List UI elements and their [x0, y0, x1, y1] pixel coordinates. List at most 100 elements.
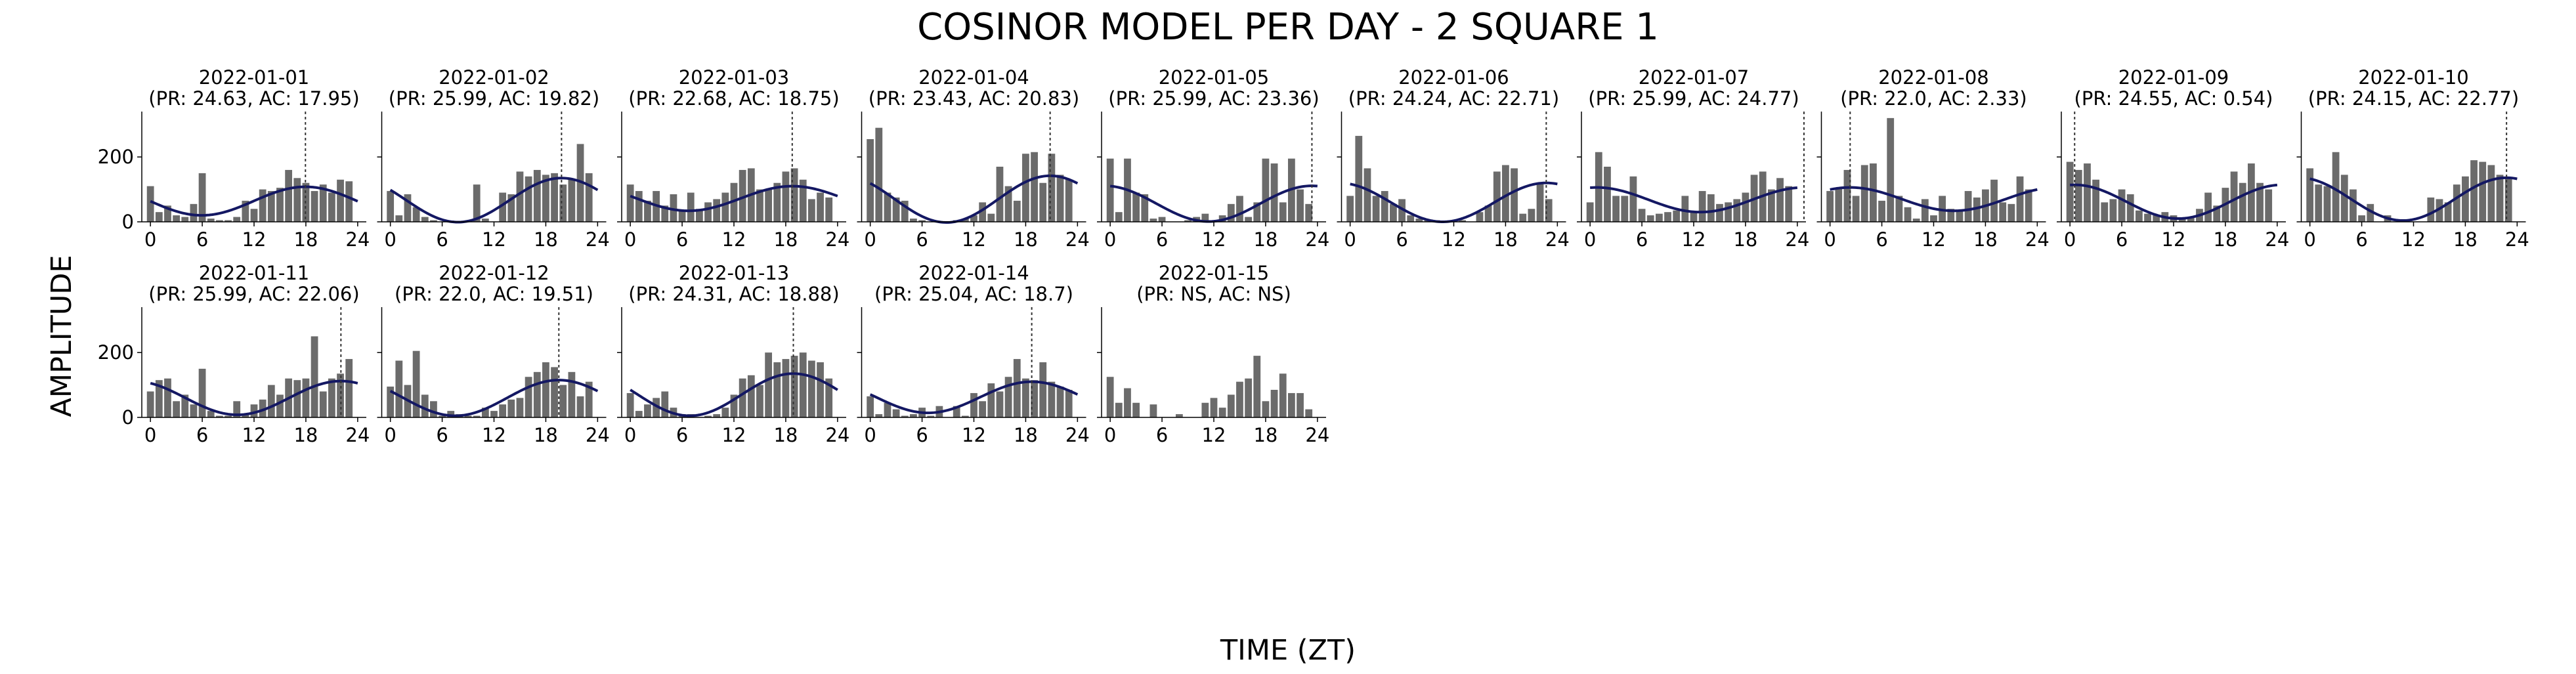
bar	[311, 336, 318, 417]
x-tick-label: 0	[624, 228, 636, 251]
bar	[1904, 207, 1912, 222]
bar	[173, 215, 181, 222]
x-tick-label: 0	[144, 424, 156, 446]
bar	[146, 186, 154, 222]
bar	[704, 202, 712, 222]
bar	[1493, 171, 1501, 222]
bar	[739, 378, 746, 417]
bar	[1878, 200, 1885, 222]
bar	[345, 181, 353, 222]
subplot-title: 2022-01-11	[199, 262, 310, 284]
bar	[242, 200, 249, 222]
subplot-grid: 2022-01-01(PR: 24.63, AC: 17.95) 0 6 12 18 24…	[98, 66, 2529, 446]
bar	[2025, 189, 2032, 222]
x-tick-label: 24	[2265, 228, 2289, 251]
x-tick-label: 18	[534, 424, 558, 446]
bar	[1681, 196, 1689, 222]
bar	[1407, 215, 1415, 222]
bar	[2135, 210, 2143, 222]
bar	[918, 220, 926, 222]
bar	[790, 168, 798, 222]
subplot-stats: (PR: 24.24, AC: 22.71)	[1348, 87, 1559, 110]
bar	[1511, 168, 1518, 222]
bar	[499, 192, 507, 222]
bar	[1031, 152, 1038, 222]
bar	[1184, 220, 1191, 222]
bar	[979, 202, 987, 222]
subplot-2022-01-02: 2022-01-02(PR: 25.99, AC: 19.82) 0 6 12 18 24	[377, 66, 610, 251]
subplot-stats: (PR: 23.43, AC: 20.83)	[869, 87, 1079, 110]
cosinor-fit-line	[389, 379, 599, 417]
bar	[533, 169, 541, 222]
subplot-2022-01-01: 2022-01-01(PR: 24.63, AC: 17.95) 0 6 12 18 24…	[98, 66, 370, 251]
x-tick-label: 12	[482, 424, 506, 446]
bar	[901, 415, 909, 417]
bar	[1297, 189, 1304, 222]
bar	[1262, 401, 1270, 417]
bar	[473, 184, 481, 222]
bar	[173, 401, 181, 417]
bar	[1956, 210, 1964, 222]
bar	[1646, 215, 1654, 222]
bar	[395, 215, 403, 222]
bar	[996, 167, 1004, 222]
bar	[644, 404, 651, 417]
x-tick-label: 0	[384, 228, 396, 251]
x-tick-label: 18	[1253, 228, 1277, 251]
bar	[721, 192, 729, 222]
bar	[1733, 199, 1741, 222]
subplot-2022-01-09: 2022-01-09(PR: 24.55, AC: 0.54) 0 6 12 18 24	[2057, 66, 2289, 251]
x-tick-label: 24	[345, 424, 370, 446]
subplot-2022-01-10: 2022-01-10(PR: 24.15, AC: 22.77) 0 6 12 18 24	[2296, 66, 2529, 251]
bar	[1476, 212, 1484, 222]
x-tick-label: 24	[825, 424, 849, 446]
bar	[2350, 189, 2357, 222]
bar	[233, 401, 241, 417]
subplot-title: 2022-01-03	[679, 66, 790, 89]
bar	[2239, 182, 2246, 222]
bar	[1742, 192, 1750, 222]
subplot-2022-01-07: 2022-01-07(PR: 25.99, AC: 24.77) 0 6 12 18 24	[1577, 66, 1809, 251]
bar	[190, 203, 198, 222]
bar	[225, 415, 232, 417]
bar	[1604, 167, 1611, 222]
bar	[551, 367, 558, 417]
bar	[1621, 196, 1629, 222]
bar	[987, 213, 995, 222]
bar	[1528, 209, 1535, 222]
bar	[1629, 176, 1637, 222]
bar	[653, 398, 660, 417]
bar	[533, 371, 541, 417]
bar	[155, 380, 163, 417]
bar	[782, 171, 790, 222]
bar	[2496, 175, 2504, 222]
bar	[181, 394, 189, 417]
bar	[2066, 161, 2074, 222]
cosinor-fit-line	[1109, 184, 1318, 223]
bar	[1999, 202, 2007, 222]
bar	[884, 192, 891, 222]
bar	[635, 191, 643, 222]
x-tick-label: 6	[916, 424, 928, 446]
bar	[1381, 191, 1388, 222]
x-tick-label: 0	[1104, 228, 1116, 251]
bar	[1022, 154, 1029, 222]
bar	[190, 404, 198, 417]
bar	[1912, 219, 1920, 222]
bar	[1004, 186, 1012, 222]
bar	[1638, 209, 1646, 222]
bar	[2016, 176, 2024, 222]
bar	[1056, 387, 1064, 417]
bar	[1484, 205, 1492, 222]
bar	[1236, 196, 1243, 222]
subplot-2022-01-05: 2022-01-05(PR: 25.99, AC: 23.36) 0 6 12 18 24	[1097, 66, 1329, 251]
x-tick-label: 0	[864, 228, 876, 251]
figure-title: COSINOR MODEL PER DAY - 2 SQUARE 1	[917, 6, 1659, 49]
cosinor-fit-line	[389, 177, 599, 224]
subplot-2022-01-03: 2022-01-03(PR: 22.68, AC: 18.75) 0 6 12 18 24	[617, 66, 849, 251]
subplot-stats: (PR: 24.15, AC: 22.77)	[2308, 87, 2519, 110]
x-tick-label: 6	[1876, 228, 1887, 251]
cosinor-fit-line	[1830, 186, 2038, 213]
bar	[311, 191, 318, 222]
bar	[250, 209, 258, 222]
